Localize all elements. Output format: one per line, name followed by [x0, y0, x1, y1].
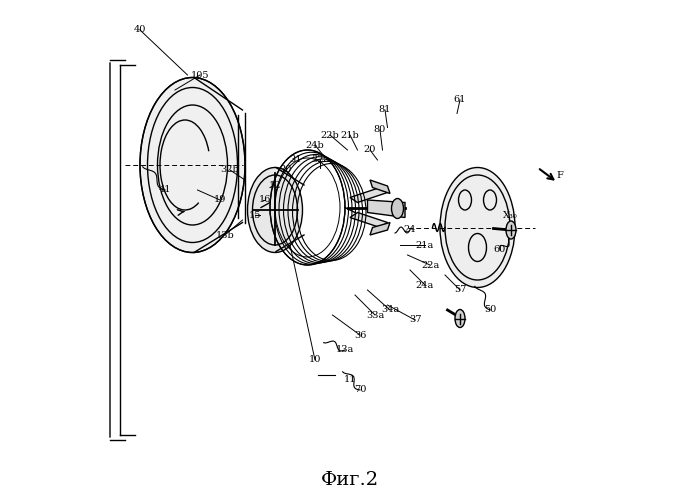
Text: 16: 16 [259, 196, 271, 204]
Text: 105: 105 [190, 70, 209, 80]
Text: 22b: 22b [321, 130, 340, 140]
Text: 70: 70 [354, 386, 366, 394]
Text: 19: 19 [214, 196, 226, 204]
Text: 12: 12 [269, 180, 281, 190]
Ellipse shape [391, 198, 403, 218]
Text: 15: 15 [248, 210, 261, 220]
Text: 21b: 21b [341, 130, 359, 140]
Text: 34a: 34a [381, 306, 399, 314]
Text: 30: 30 [279, 166, 291, 174]
Text: 37: 37 [409, 316, 421, 324]
Text: 24: 24 [404, 226, 416, 234]
Ellipse shape [440, 168, 515, 288]
Text: 13a: 13a [336, 346, 354, 354]
Text: 80: 80 [374, 126, 386, 134]
Text: 81: 81 [379, 106, 391, 114]
Polygon shape [370, 180, 390, 194]
Text: 41: 41 [159, 186, 172, 194]
Text: 40: 40 [134, 26, 146, 35]
Polygon shape [368, 200, 405, 218]
Text: 20: 20 [364, 146, 376, 154]
Text: 36: 36 [354, 330, 366, 340]
Text: 11: 11 [344, 376, 356, 384]
Text: 32a: 32a [311, 156, 329, 164]
Text: 13b: 13b [216, 230, 234, 239]
Polygon shape [350, 188, 388, 202]
Text: 22a: 22a [421, 260, 439, 270]
Text: F: F [556, 170, 564, 179]
Ellipse shape [455, 310, 465, 328]
Ellipse shape [506, 221, 516, 239]
Text: 50: 50 [484, 306, 496, 314]
Text: 32b: 32b [220, 166, 239, 174]
Text: 57: 57 [454, 286, 466, 294]
Text: 24b: 24b [306, 140, 324, 149]
Ellipse shape [248, 168, 302, 252]
Ellipse shape [140, 78, 245, 252]
Text: 33a: 33a [366, 310, 384, 320]
Polygon shape [350, 212, 388, 228]
Text: 21a: 21a [416, 240, 434, 250]
Text: X₃₀: X₃₀ [503, 210, 517, 220]
Text: 61: 61 [454, 96, 466, 104]
Text: 60: 60 [494, 246, 506, 254]
Text: 31: 31 [288, 156, 301, 164]
Text: 24a: 24a [416, 280, 434, 289]
Text: Фиг.2: Фиг.2 [321, 471, 379, 489]
Polygon shape [370, 222, 390, 235]
Text: 10: 10 [309, 356, 321, 364]
